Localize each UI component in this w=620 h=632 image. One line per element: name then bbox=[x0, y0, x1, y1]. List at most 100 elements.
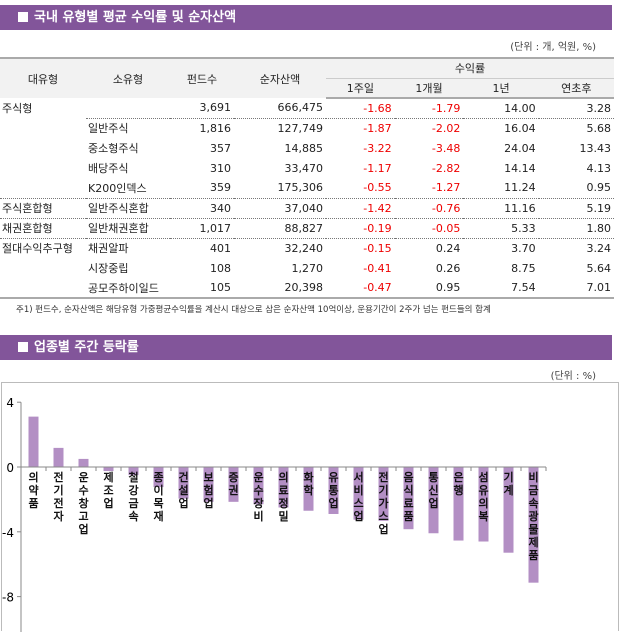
cell-w1: -3.22 bbox=[363, 141, 392, 155]
cell-funds: 1,017 bbox=[170, 218, 234, 239]
bar bbox=[253, 467, 264, 505]
y-tick-label: 4 bbox=[6, 396, 14, 410]
bar bbox=[228, 467, 239, 502]
cell-funds: 401 bbox=[210, 241, 231, 255]
cell-minor: 공모주하이일드 bbox=[86, 278, 170, 299]
cell-ytd: 5.64 bbox=[586, 261, 612, 275]
bar bbox=[478, 467, 489, 542]
cell-y1: 24.04 bbox=[504, 141, 536, 155]
cell-ytd: 7.01 bbox=[538, 278, 614, 299]
cell-major bbox=[0, 118, 86, 138]
bar bbox=[428, 467, 439, 534]
cell-major: 절대수익추구형 bbox=[2, 242, 73, 256]
cell-funds: 105 bbox=[170, 278, 234, 299]
bar bbox=[103, 467, 114, 472]
footnote: 주1) 펀드수, 순자산액은 해당유형 가중평균수익률을 계산시 대상으로 삼은… bbox=[16, 305, 491, 315]
cell-ytd: 1.80 bbox=[538, 218, 614, 239]
table-row: 채권혼합형 일반채권혼합 1,017 88,827 -0.19 -0.05 5.33 1.80 bbox=[0, 218, 614, 239]
cell-minor: 배당주식 bbox=[88, 162, 129, 175]
cell-assets: 175,306 bbox=[234, 178, 326, 199]
section-header-fund-returns: 국내 유형별 평균 수익률 및 순자산액 bbox=[0, 5, 612, 30]
sector-chart: 4 0 -4 -8 의 약 품 전 기 전 자 운 수 창 고 업 제 조 업 철 강 금 속 종 이 목 재 건 설 업 보 험 업 증 권 운 수 장… bbox=[1, 382, 619, 632]
cell-y1: 11.24 bbox=[463, 178, 539, 199]
cell-y1: 14.14 bbox=[504, 161, 536, 175]
cell-minor: 시장중립 bbox=[88, 262, 129, 275]
col-1y: 1년 bbox=[463, 77, 539, 99]
cell-m1: -1.27 bbox=[394, 178, 464, 199]
cell-w1: -0.41 bbox=[363, 261, 392, 275]
col-returns: 수익률 bbox=[326, 57, 614, 78]
cell-ytd: 13.43 bbox=[579, 141, 612, 155]
cell-w1: -1.42 bbox=[326, 198, 395, 219]
cell-m1: -2.02 bbox=[431, 121, 461, 135]
cell-w1: -1.17 bbox=[363, 161, 392, 175]
cell-ytd: 4.13 bbox=[586, 161, 612, 175]
cell-minor: 중소형주식 bbox=[88, 142, 139, 155]
cell-assets: 14,885 bbox=[284, 141, 324, 155]
square-bullet-icon bbox=[18, 12, 28, 22]
cell-major bbox=[0, 138, 86, 158]
cell-assets: 33,470 bbox=[284, 161, 324, 175]
table-row: 주식형 3,691 666,475 -1.68 -1.79 14.00 3.28 bbox=[0, 98, 614, 119]
cell-major: 채권혼합형 bbox=[0, 218, 86, 239]
cell-funds: 340 bbox=[170, 198, 234, 219]
cell-m1: -0.76 bbox=[394, 198, 464, 219]
section-title: 업종별 주간 등락률 bbox=[34, 340, 139, 355]
cell-minor: 일반주식 bbox=[88, 122, 129, 136]
cell-y1: 11.16 bbox=[463, 198, 539, 219]
cell-assets: 88,827 bbox=[234, 218, 326, 239]
col-funds: 펀드수 bbox=[170, 57, 234, 98]
cell-ytd: 3.24 bbox=[586, 241, 612, 255]
cell-m1: 0.95 bbox=[394, 278, 464, 299]
col-assets: 순자산액 bbox=[234, 57, 326, 98]
cell-assets: 666,475 bbox=[234, 98, 326, 119]
bar bbox=[303, 467, 314, 511]
cell-w1: -1.87 bbox=[363, 121, 392, 135]
cell-w1: -1.68 bbox=[326, 98, 395, 119]
cell-y1: 16.04 bbox=[504, 121, 536, 135]
col-major: 대유형 bbox=[0, 57, 86, 98]
bar bbox=[403, 467, 414, 530]
cell-y1: 8.75 bbox=[511, 261, 536, 275]
cell-m1: 0.26 bbox=[435, 261, 461, 275]
cell-funds: 1,816 bbox=[199, 121, 232, 135]
cell-major bbox=[0, 158, 86, 178]
col-1w: 1주일 bbox=[326, 77, 395, 99]
cell-y1: 5.33 bbox=[463, 218, 539, 239]
cell-ytd: 5.19 bbox=[538, 198, 614, 219]
cell-funds: 3,691 bbox=[170, 98, 234, 119]
bar bbox=[528, 467, 539, 583]
bar bbox=[128, 467, 139, 476]
bar bbox=[453, 467, 464, 541]
cell-w1: -0.55 bbox=[326, 178, 395, 199]
cell-w1: -0.19 bbox=[326, 218, 395, 239]
cell-m1: -1.79 bbox=[394, 98, 464, 119]
y-tick-label: -4 bbox=[2, 526, 14, 540]
bar bbox=[78, 458, 89, 467]
bar bbox=[328, 467, 339, 514]
cell-major bbox=[0, 178, 86, 199]
col-1m: 1개월 bbox=[394, 77, 464, 99]
cell-m1: -0.05 bbox=[394, 218, 464, 239]
cell-ytd: 0.95 bbox=[538, 178, 614, 199]
cell-m1: -2.82 bbox=[431, 161, 461, 175]
bar bbox=[278, 467, 289, 508]
cell-funds: 310 bbox=[210, 161, 231, 175]
cell-assets: 1,270 bbox=[291, 261, 324, 275]
cell-minor: 일반주식혼합 bbox=[86, 198, 170, 219]
section-header-sector-returns: 업종별 주간 등락률 bbox=[0, 335, 612, 360]
